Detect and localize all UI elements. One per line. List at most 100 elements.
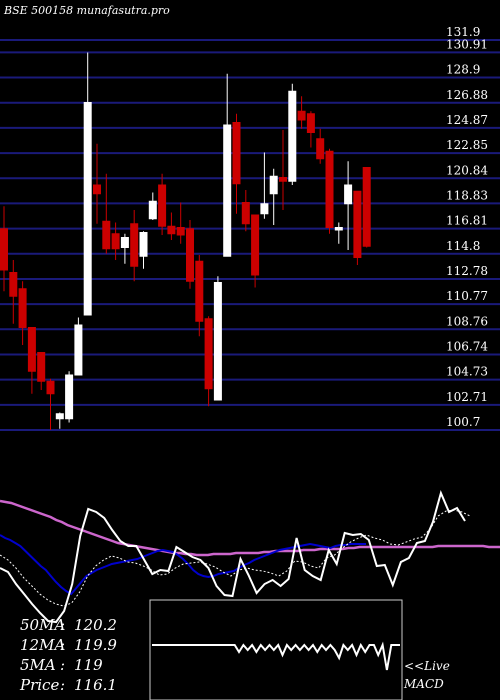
dotted-line <box>0 509 471 607</box>
y-tick-label: 110.77 <box>446 289 488 303</box>
candle <box>288 83 297 185</box>
y-tick-label: 131.9 <box>446 25 480 39</box>
y-tick-label: 118.83 <box>446 188 488 202</box>
candle <box>167 212 176 240</box>
stat-label: 50MA <box>20 616 65 634</box>
price-line <box>0 489 466 624</box>
stat-value: 119 <box>74 656 103 674</box>
candle-body <box>74 324 83 376</box>
y-tick-label: 102.71 <box>446 390 488 404</box>
stat-label: Price <box>19 676 59 694</box>
candle <box>306 111 315 148</box>
candle-body <box>353 190 362 258</box>
candle <box>316 128 325 164</box>
ema-fast-line <box>0 534 366 596</box>
y-tick-label: 120.84 <box>446 163 488 177</box>
macd-panel <box>152 641 400 671</box>
candle <box>260 152 269 219</box>
y-tick-label: 114.8 <box>446 239 480 253</box>
candle-body <box>158 184 167 227</box>
candle-body <box>176 227 185 236</box>
candle <box>223 73 232 257</box>
y-tick-label: 124.87 <box>446 113 488 127</box>
candle-body <box>0 228 8 271</box>
candle <box>362 167 371 248</box>
candle <box>74 317 83 376</box>
candle-body <box>55 413 64 420</box>
candle <box>213 276 222 401</box>
candle <box>334 222 343 244</box>
stat-colon: : <box>60 656 65 674</box>
candle-body <box>83 102 92 316</box>
candle-body <box>362 167 371 247</box>
candle <box>148 192 157 220</box>
candle <box>139 231 148 269</box>
y-tick-label: 100.7 <box>446 415 480 429</box>
chart-title: BSE 500158 munafasutra.pro <box>3 4 170 17</box>
candle <box>111 222 120 260</box>
y-tick-label: 128.9 <box>446 63 480 77</box>
candle <box>27 327 36 394</box>
candle <box>251 214 260 288</box>
candle-body <box>251 214 260 276</box>
candle <box>325 148 334 234</box>
ema-slow-line <box>0 499 500 557</box>
candle-body <box>213 282 222 401</box>
candle <box>297 96 306 129</box>
candle <box>93 143 101 224</box>
candle-body <box>65 374 74 420</box>
candle-body <box>111 233 120 250</box>
y-tick-label: 126.88 <box>446 88 488 102</box>
candle <box>46 378 55 430</box>
stat-value: 116.1 <box>74 676 117 694</box>
candle-body <box>139 232 148 257</box>
candle-body <box>195 260 204 322</box>
candle-body <box>9 272 18 297</box>
stat-label: 12MA <box>20 636 65 654</box>
candle-body <box>344 184 353 205</box>
stat-label: 5MA <box>20 656 56 674</box>
candle-body <box>297 110 306 121</box>
candle-body <box>148 200 157 220</box>
candle-body <box>120 237 129 248</box>
macd-label: MACD <box>403 677 444 691</box>
candle <box>353 190 362 265</box>
macd-line <box>152 641 400 671</box>
candle <box>186 220 194 289</box>
candle-body <box>306 113 315 133</box>
y-tick-label: 108.76 <box>446 314 488 328</box>
stat-colon: : <box>60 676 65 694</box>
y-tick-label: 122.85 <box>446 138 488 152</box>
candle-body <box>102 220 111 250</box>
candle <box>232 113 241 214</box>
candle-body <box>260 203 269 215</box>
macd-live-label: <<Live <box>404 659 450 673</box>
candle <box>37 352 46 390</box>
candle-body <box>130 223 139 267</box>
candle-body <box>204 318 213 390</box>
candle <box>102 173 111 254</box>
y-tick-label: 130.91 <box>446 37 488 51</box>
candle-body <box>223 124 232 257</box>
candle <box>18 281 27 345</box>
candle-body <box>93 184 101 195</box>
candle <box>55 412 64 429</box>
stat-value: 120.2 <box>74 616 117 634</box>
candle-body <box>167 225 176 235</box>
candle-body <box>37 352 46 382</box>
macd-box <box>149 599 403 700</box>
y-tick-label: 106.74 <box>446 340 488 354</box>
candle-body <box>316 138 325 160</box>
candle-body <box>27 327 36 372</box>
candle <box>195 255 204 337</box>
candle-body <box>46 380 55 395</box>
candles <box>0 52 371 430</box>
candle-body <box>18 288 27 328</box>
candle <box>0 206 8 292</box>
candle-body <box>186 228 194 282</box>
candle <box>269 168 278 225</box>
y-tick-label: 116.81 <box>446 214 488 228</box>
